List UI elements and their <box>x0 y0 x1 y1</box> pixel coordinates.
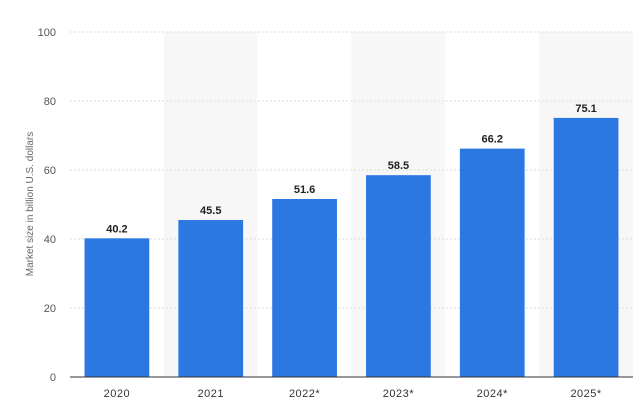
bars <box>84 117 619 377</box>
bar-2021 <box>178 220 244 377</box>
y-tick-label: 40 <box>44 234 56 246</box>
x-tick-label-2023*: 2023* <box>383 388 414 400</box>
y-tick-label: 60 <box>44 165 56 177</box>
data-label-2022*: 51.6 <box>294 184 315 196</box>
x-tick-label-2021: 2021 <box>198 388 224 400</box>
y-tick-label: 80 <box>44 96 56 108</box>
data-label-2025*: 75.1 <box>575 103 596 115</box>
y-tick-label: 20 <box>44 303 56 315</box>
x-tick-label-2020: 2020 <box>104 388 130 400</box>
gridlines <box>70 31 633 309</box>
bar-2020 <box>84 238 150 377</box>
y-tick-label: 0 <box>50 372 56 384</box>
data-label-2024*: 66.2 <box>482 134 503 146</box>
data-label-2020: 40.2 <box>106 223 127 235</box>
bar-2024* <box>459 148 525 377</box>
data-label-2023*: 58.5 <box>388 160 409 172</box>
x-tick-label-2022*: 2022* <box>289 388 320 400</box>
x-tick-label-2025*: 2025* <box>570 388 601 400</box>
bar-2022* <box>272 198 337 377</box>
y-axis-label: Market size in billion U.S. dollars <box>25 132 36 277</box>
data-label-2021: 45.5 <box>200 205 221 217</box>
y-tick-label: 100 <box>38 27 56 39</box>
labels: 0 20 40 60 80 100 40.2 2020 45.5 2021 51.6 2022* 58.… <box>38 27 602 400</box>
bar-2023* <box>366 175 431 377</box>
bar-2025* <box>553 117 619 377</box>
x-tick-label-2024*: 2024* <box>477 388 508 400</box>
